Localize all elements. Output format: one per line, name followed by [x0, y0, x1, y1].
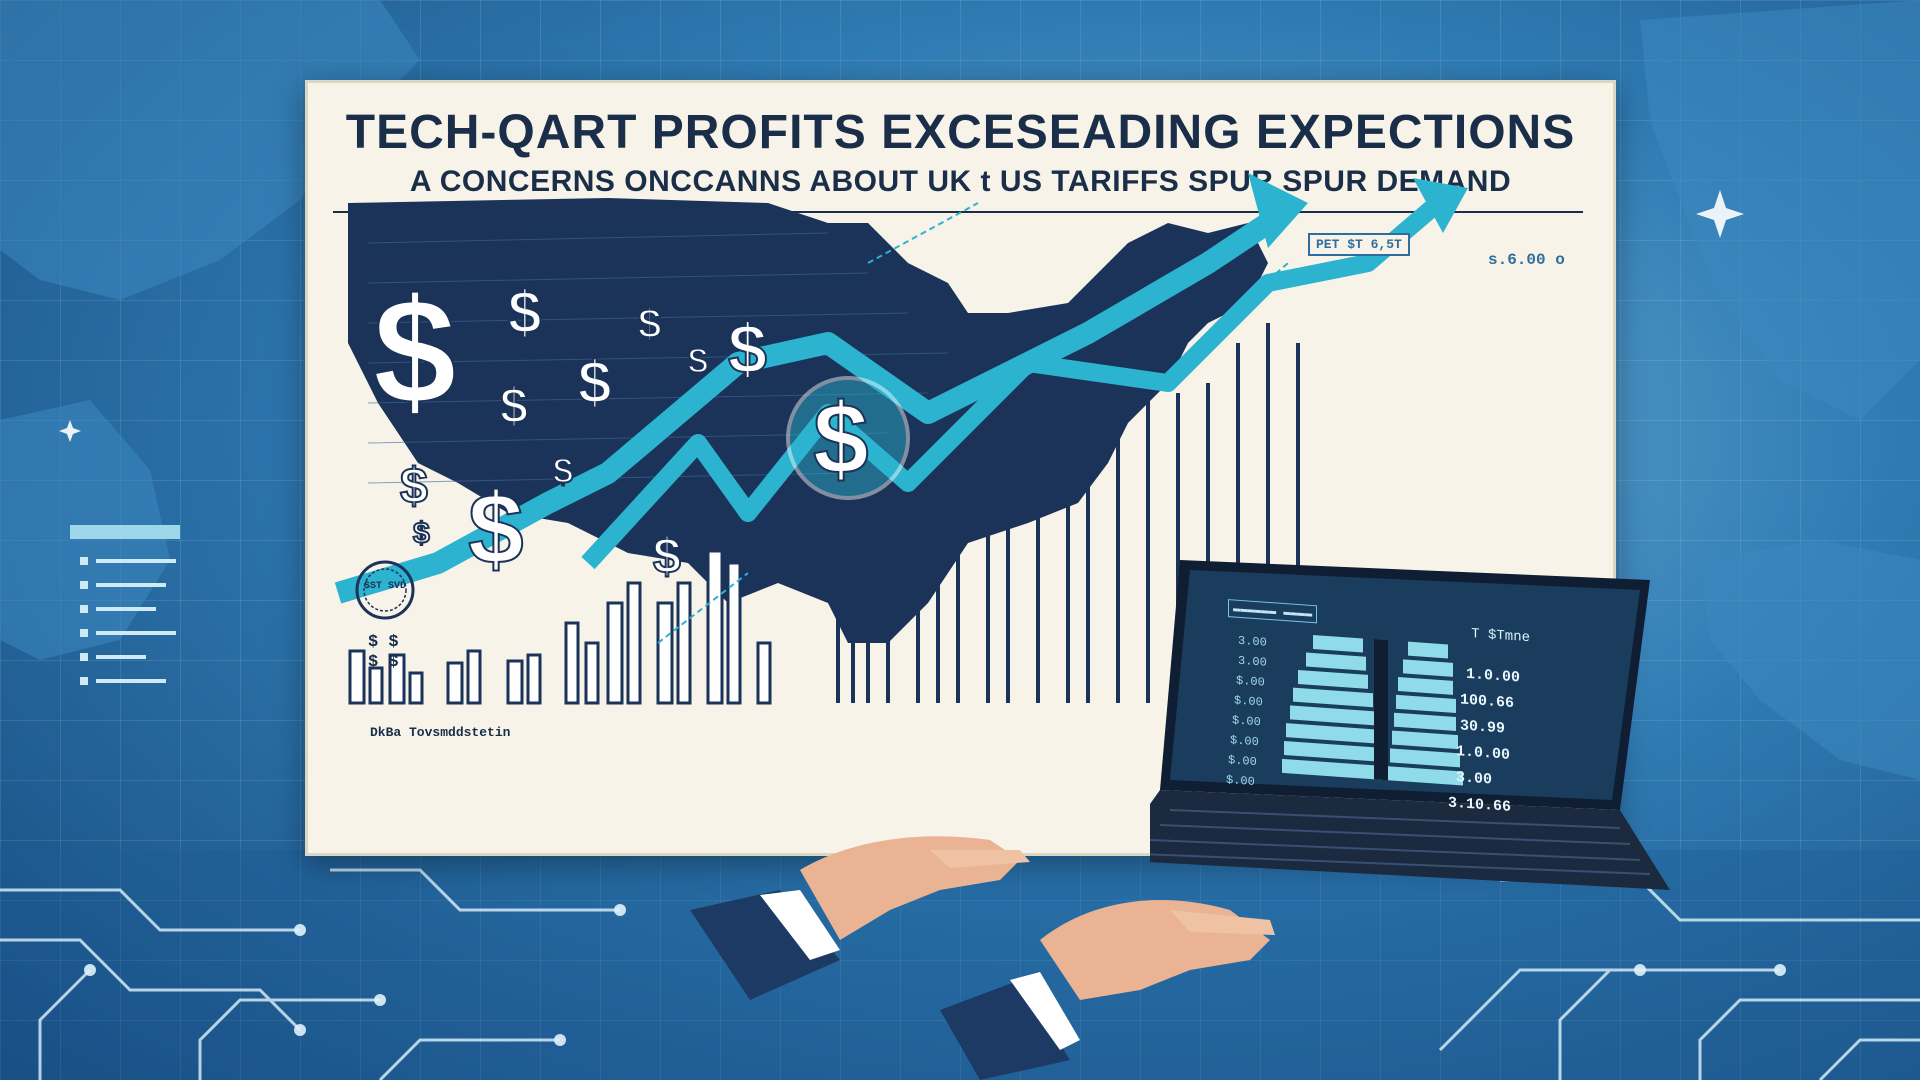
svg-text:$: $	[373, 267, 456, 435]
headline-divider	[333, 211, 1583, 213]
laptop-left-value: 3.00	[1238, 653, 1267, 670]
small-dollar-marks: $ $ $ $	[368, 633, 399, 672]
laptop-left-value: $.00	[1230, 733, 1259, 750]
headline: TECH-QART PROFITS EXCESEADING EXPECTIONS	[345, 106, 1576, 159]
trend-arrow-lower-head	[1413, 178, 1468, 233]
svg-text:$: $	[578, 349, 611, 416]
laptop-left-value: $.00	[1236, 673, 1265, 690]
svg-text:$: $	[553, 450, 573, 491]
laptop-left-value: $.00	[1226, 772, 1255, 789]
profit-illustration: $ $ $ $ $ $ $ $ $ $ $ $ $	[334, 173, 1468, 705]
svg-text:$: $	[728, 310, 767, 388]
svg-text:$: $	[400, 458, 428, 514]
svg-text:$: $	[688, 340, 708, 381]
laptop-value-row: 3.00	[1456, 769, 1493, 789]
laptop-left-value: $.00	[1234, 693, 1263, 710]
trend-arrow-main	[334, 213, 1275, 604]
svg-text:$: $	[413, 517, 430, 550]
svg-text:$: $	[653, 528, 681, 584]
svg-text:$: $	[468, 473, 524, 585]
trend-arrow-main-head	[1248, 173, 1308, 248]
svg-text:$: $	[813, 383, 869, 495]
svg-text:$ST SVD: $ST SVD	[364, 580, 406, 592]
laptop-left-value: $.00	[1232, 713, 1261, 730]
side-data-panel	[70, 525, 190, 695]
subheadline: A CONCERNS ONCCANNS ABOUT UK t US TARIFF…	[409, 165, 1512, 198]
chart-footnote: DkBa Tovsmddstetin	[370, 725, 511, 740]
chart-label-box: PET $T 6,5T	[1308, 233, 1410, 256]
trend-arrow-lower	[581, 196, 1444, 570]
laptop-screen: ▬▬▬▬▬▬ ▬▬▬▬ T $Tmne 1.0.00 100.66 30.99 …	[1198, 587, 1560, 842]
svg-text:$: $	[500, 378, 528, 434]
typing-hands	[690, 836, 1275, 1080]
laptop-left-value: 3.00	[1238, 633, 1267, 650]
chart-price-tag: s.6.00 o	[1488, 251, 1565, 269]
laptop-value-row: 30.99	[1460, 717, 1506, 738]
laptop-left-value: $.00	[1228, 753, 1257, 770]
svg-text:$: $	[638, 300, 661, 347]
us-map-silhouette	[348, 198, 1268, 643]
svg-text:$: $	[508, 279, 541, 346]
stamp-seal: $ST SVD	[353, 558, 417, 622]
